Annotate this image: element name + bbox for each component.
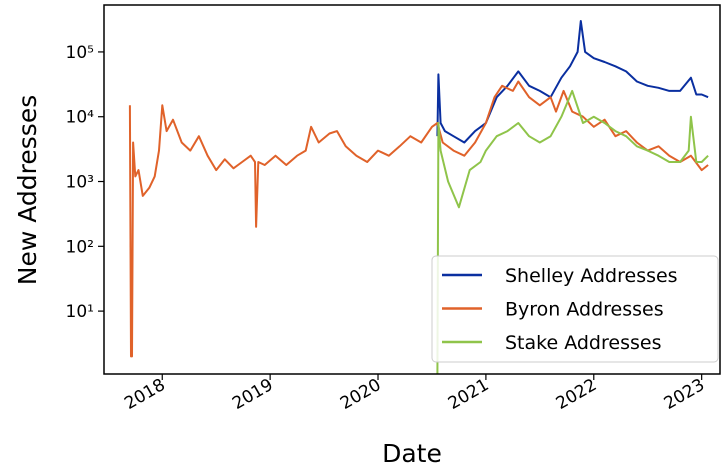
- plot-lines: [128, 20, 709, 374]
- y-tick-label: 10²: [66, 237, 94, 257]
- series-line: [128, 80, 709, 358]
- y-tick-label: 10⁴: [66, 108, 95, 128]
- legend-label: Stake Addresses: [505, 332, 661, 354]
- legend: Shelley Addresses Byron Addresses Stake Ad…: [431, 255, 719, 363]
- x-tick-label: 2021: [445, 375, 492, 414]
- series-line: [436, 20, 709, 144]
- x-axis-label: Date: [382, 439, 442, 468]
- series-line: [436, 89, 709, 374]
- legend-box: [431, 255, 719, 363]
- x-tick-label: 2020: [337, 375, 384, 414]
- x-tick-label: 2018: [121, 375, 168, 414]
- legend-label: Byron Addresses: [505, 299, 664, 321]
- y-axis-label: New Addresses: [13, 95, 42, 285]
- x-tick-label: 2022: [553, 375, 600, 414]
- x-tick-label: 2019: [229, 375, 276, 414]
- plot-frame: [103, 4, 721, 375]
- x-tick-label: 2023: [661, 375, 708, 414]
- y-tick-label: 10³: [66, 173, 94, 193]
- y-tick-label: 10⁵: [66, 43, 94, 63]
- legend-label: Shelley Addresses: [505, 265, 678, 287]
- y-tick-label: 10¹: [66, 302, 94, 322]
